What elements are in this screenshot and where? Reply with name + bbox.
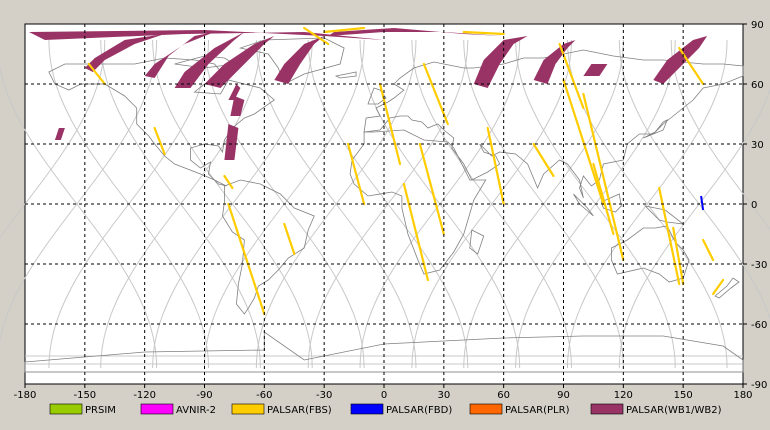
coastline-outline	[643, 119, 668, 139]
fbs-strip	[532, 142, 555, 178]
fbs-strip	[223, 174, 234, 190]
x-tick-label: -90	[196, 390, 212, 401]
fbs-strip	[347, 142, 366, 206]
coastline-outline	[334, 71, 357, 79]
legend-swatch	[350, 403, 384, 415]
orbit-track	[670, 39, 770, 230]
fbs-strip	[153, 126, 166, 156]
legend-label: PALSAR(FBD)	[386, 405, 452, 416]
coastline-outline	[611, 225, 690, 283]
orbit-track	[567, 40, 728, 368]
wb-swath	[224, 124, 239, 160]
wb-swath	[328, 28, 504, 36]
fbs-strip	[711, 278, 725, 296]
fbs-strip	[672, 226, 685, 286]
fbd-strip	[700, 195, 705, 211]
coastline-outline	[24, 331, 744, 373]
x-tick-label: 30	[437, 390, 450, 401]
x-tick-label: -60	[256, 390, 272, 401]
wb-swath	[174, 32, 245, 88]
y-tick-label: -30	[751, 260, 767, 271]
legend-swatch	[49, 403, 83, 415]
legend-label: PALSAR(FBS)	[267, 405, 332, 416]
fbs-strip	[378, 82, 402, 166]
x-tick-label: 120	[614, 390, 633, 401]
fbs-strip	[592, 162, 615, 236]
coastline-outline	[573, 193, 594, 217]
fbs-strip	[582, 92, 625, 262]
legend-swatch	[140, 403, 174, 415]
y-tick-label: 0	[751, 200, 757, 211]
fbs-strip	[562, 78, 605, 206]
fbs-strip	[87, 62, 106, 86]
grid-lines	[25, 24, 743, 384]
x-tick-label: 0	[381, 390, 387, 401]
legend-swatch	[469, 403, 503, 415]
coastline-outline	[714, 277, 740, 299]
fbs-strip	[701, 238, 715, 262]
orbit-track	[255, 40, 417, 368]
fbs-strip	[283, 222, 296, 256]
wb-swath	[230, 96, 245, 116]
coastline-outline	[469, 229, 485, 255]
y-tick-label: -60	[751, 320, 767, 331]
legend-label: PRSIM	[85, 405, 116, 416]
orbit-track	[152, 39, 313, 369]
x-tick-label: -120	[133, 390, 156, 401]
wb-swath	[144, 32, 215, 78]
y-tick-label: 90	[751, 20, 764, 31]
x-tick-label: -30	[316, 390, 332, 401]
wb-swath	[204, 36, 275, 88]
legend-swatch	[231, 403, 265, 415]
wb-swath	[473, 36, 528, 88]
wb-swath	[228, 84, 241, 100]
y-tick-label: 30	[751, 140, 764, 151]
wb-swath	[29, 30, 384, 40]
legend-label: PALSAR(PLR)	[505, 405, 570, 416]
wb-swath	[533, 40, 576, 84]
y-tick-label: 60	[751, 80, 764, 91]
y-tick-label: -90	[751, 380, 767, 391]
legend: PRSIM AVNIR-2 PALSAR(FBS) PALSAR(FBD) PALSAR…	[49, 403, 722, 416]
coastline-outline	[363, 49, 744, 199]
x-axis-ticks: -180 -150 -120 -90 -60 -30 0 30 60 90 120 150 180	[14, 384, 753, 401]
fbs-strip	[462, 30, 505, 36]
fbs-strip	[323, 26, 366, 34]
x-tick-label: 60	[497, 390, 510, 401]
wb-swath	[583, 64, 608, 76]
coastline-outline	[644, 205, 685, 225]
coastline-outline	[238, 37, 345, 85]
x-tick-label: -180	[14, 390, 37, 401]
fbs-strip	[486, 126, 505, 206]
x-tick-label: -150	[73, 390, 96, 401]
coastline-outline	[600, 193, 622, 213]
legend-label: AVNIR-2	[176, 405, 216, 416]
orbit-track	[100, 40, 261, 368]
fbs-strip	[418, 142, 445, 236]
x-tick-label: 90	[557, 390, 570, 401]
orbit-track	[0, 40, 158, 343]
fbs-strip	[303, 26, 330, 46]
legend-label: PALSAR(WB1/WB2)	[626, 405, 722, 416]
coastline-outline	[349, 129, 487, 275]
wb-swath	[274, 36, 325, 84]
wb-swath	[653, 36, 708, 84]
x-tick-label: 150	[674, 390, 693, 401]
legend-swatch	[590, 403, 624, 415]
fbs-strip	[227, 202, 266, 316]
orbit-track	[411, 39, 572, 369]
wb-swath	[54, 128, 65, 140]
y-axis-ticks: 90 60 30 0 -30 -60 -90	[743, 20, 767, 391]
x-tick-label: 180	[733, 390, 752, 401]
